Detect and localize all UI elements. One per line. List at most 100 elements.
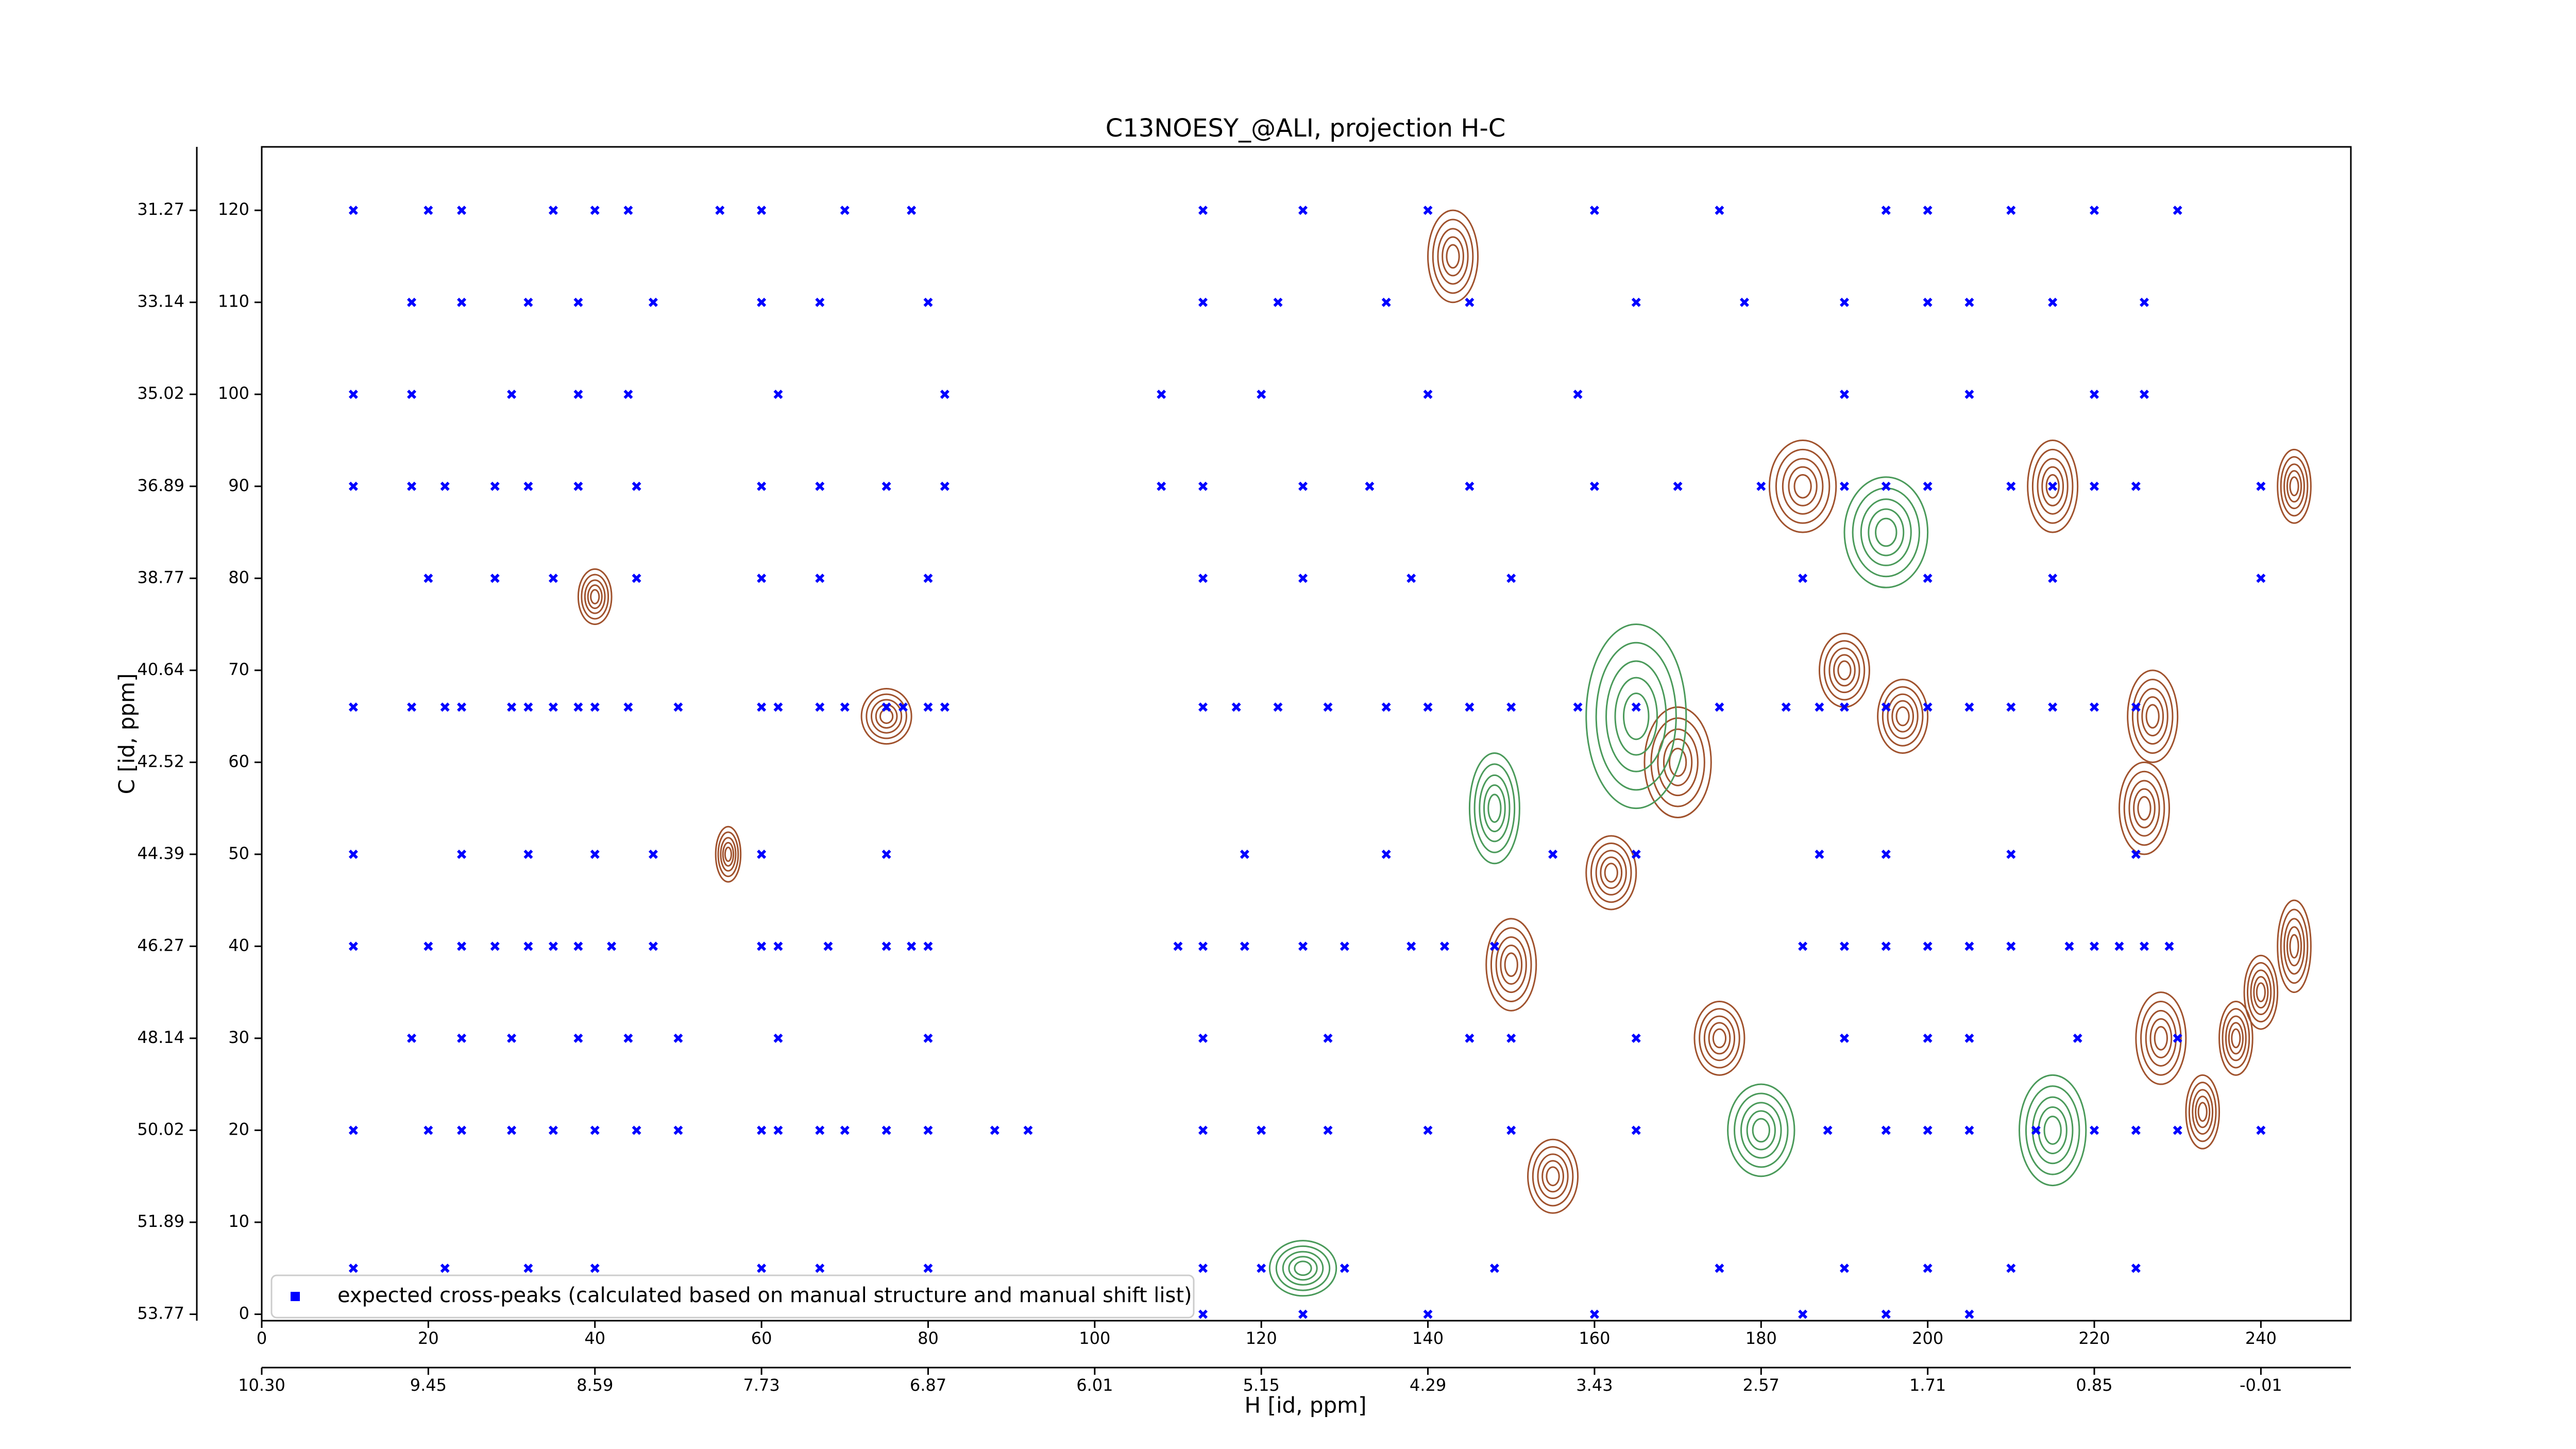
cross-peak [1715, 1263, 1724, 1273]
cross-peak [590, 702, 600, 712]
cross-peak [2114, 941, 2124, 951]
contour [2286, 926, 2302, 967]
cross-peak [2256, 574, 2266, 583]
cross-peak [815, 1125, 825, 1135]
y-tick-label: 70 [228, 660, 249, 679]
contour [1468, 752, 1520, 865]
contour [2277, 448, 2312, 524]
cross-peak [623, 206, 633, 215]
cross-peak [1631, 1125, 1641, 1135]
contour [2045, 474, 2060, 499]
cross-peak [457, 1125, 467, 1135]
cross-peak [757, 481, 767, 491]
cross-peak [1198, 702, 1208, 712]
cross-peak [440, 1263, 450, 1273]
cross-peak [348, 481, 358, 491]
contour [1437, 228, 1469, 285]
cross-peak [507, 702, 517, 712]
cross-peak [2006, 206, 2016, 215]
cross-peak [2140, 297, 2149, 307]
cross-peak [1839, 702, 1849, 712]
contour [1585, 624, 1687, 810]
cross-peak [757, 702, 767, 712]
contour [1483, 784, 1506, 833]
cross-peak [923, 941, 933, 951]
cross-peak [1198, 1033, 1208, 1043]
cross-peak [990, 1125, 999, 1135]
contour [2218, 1001, 2253, 1076]
y2-tick-label: 46.27 [137, 935, 184, 955]
contour [2277, 899, 2312, 993]
contour [1699, 1008, 1740, 1069]
cross-peak [523, 941, 533, 951]
x2-tick-label: 9.45 [410, 1375, 447, 1395]
contour [1746, 1110, 1776, 1151]
cross-peak [673, 702, 683, 712]
cross-peak [1964, 1033, 1974, 1043]
x2-tick-label: 1.71 [1909, 1375, 1946, 1395]
legend: expected cross-peaks (calculated based o… [270, 1274, 1195, 1319]
cross-peak [1589, 481, 1599, 491]
cross-peak [1964, 702, 1974, 712]
cross-peak [1240, 941, 1249, 951]
cross-peak [2256, 481, 2266, 491]
chart-title: C13NOESY_@ALI, projection H-C [1106, 114, 1506, 143]
cross-peak [457, 941, 467, 951]
cross-peak [1298, 1309, 1308, 1319]
cross-peak [648, 941, 658, 951]
cross-peak [1406, 941, 1416, 951]
contour [2154, 1026, 2168, 1051]
cross-peak [423, 574, 433, 583]
cross-peak [1881, 481, 1891, 491]
cross-peak [1631, 1033, 1641, 1043]
contour [1495, 936, 1527, 993]
contour [1537, 1153, 1569, 1200]
x-tick-label: 200 [1912, 1328, 1943, 1348]
cross-peak [1815, 702, 1824, 712]
cross-peak [632, 481, 641, 491]
contour [1427, 209, 1479, 304]
contour [2141, 696, 2164, 737]
cross-peak [1573, 390, 1583, 399]
cross-peak [590, 1125, 600, 1135]
contour [2031, 448, 2074, 524]
y-tick-label: 100 [218, 383, 249, 403]
cross-peak [507, 390, 517, 399]
cross-peak [1381, 297, 1391, 307]
y2-tick-label: 53.77 [137, 1304, 184, 1323]
cross-peak [882, 849, 891, 859]
cross-peak [1465, 481, 1475, 491]
legend-label: expected cross-peaks (calculated based o… [337, 1284, 1192, 1307]
cross-peak [673, 1125, 683, 1135]
cross-peak [348, 1125, 358, 1135]
contour [1604, 863, 1618, 883]
cross-peak [1573, 702, 1583, 712]
x-tick-label: 20 [418, 1328, 439, 1348]
cross-peak [1923, 206, 1933, 215]
cross-peak [757, 574, 767, 583]
cross-peak [773, 390, 783, 399]
cross-peak [573, 941, 583, 951]
contour [1875, 517, 1897, 547]
x2-tick-label: 2.57 [1743, 1375, 1780, 1395]
contour [1532, 1146, 1574, 1207]
cross-peak [407, 390, 417, 399]
cross-peak [2173, 206, 2182, 215]
cross-peak [815, 297, 825, 307]
cross-peak [2031, 1125, 2041, 1135]
cross-peak [2131, 849, 2141, 859]
contour [1595, 850, 1627, 896]
cross-peak [2090, 481, 2099, 491]
y2-tick-label: 36.89 [137, 476, 184, 495]
cross-peak [1798, 574, 1808, 583]
y-tick-label: 10 [228, 1211, 249, 1231]
contour [2197, 1102, 2208, 1122]
cross-peak [840, 1125, 850, 1135]
cross-peak [1589, 206, 1599, 215]
cross-peak [2006, 1263, 2016, 1273]
cross-peak [1198, 1263, 1208, 1273]
cross-peak [1839, 390, 1849, 399]
contour [1887, 693, 1919, 739]
cross-peak [923, 297, 933, 307]
point-layer [348, 206, 2266, 1319]
